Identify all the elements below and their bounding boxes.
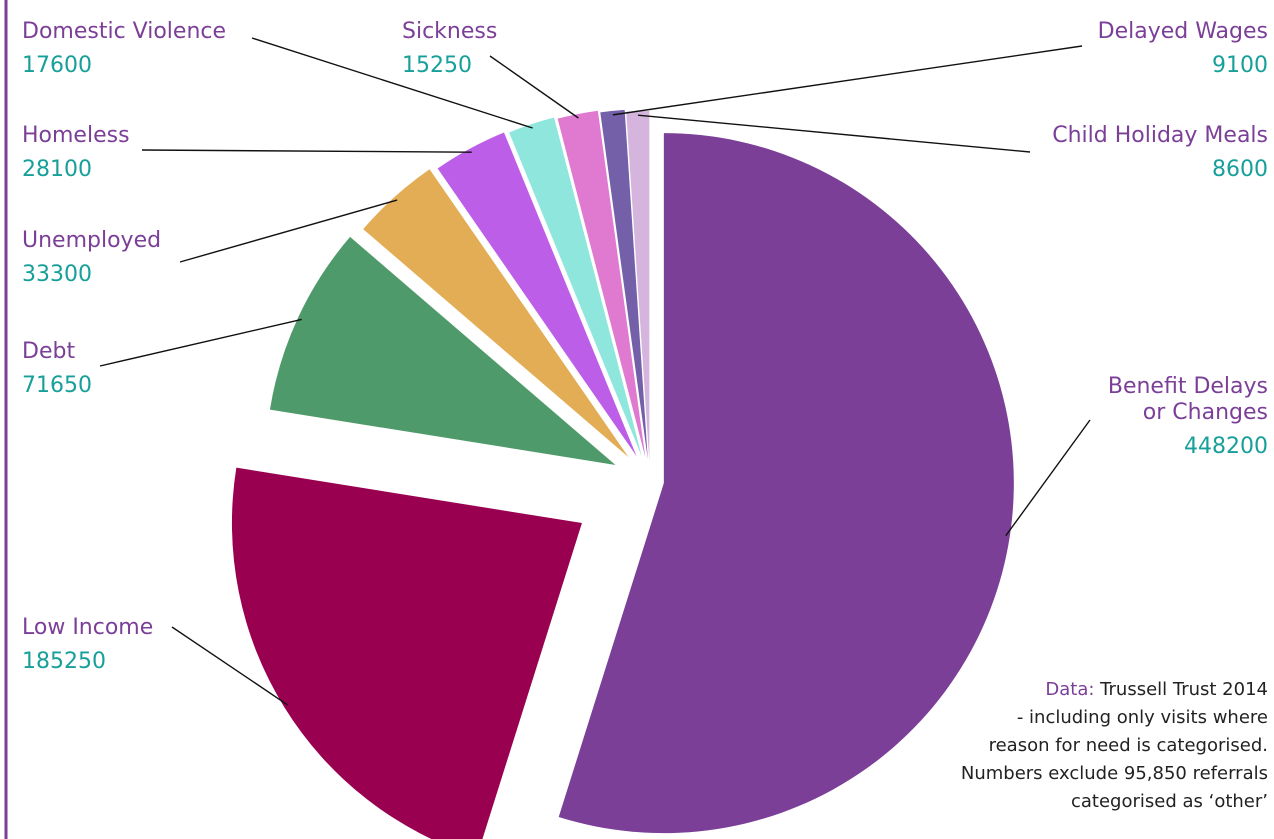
pie-slices [232, 109, 1014, 839]
slice-value: 15250 [402, 53, 472, 78]
source-note-line: Data: Trussell Trust 2014 [1045, 679, 1268, 700]
leader-line [141, 149, 472, 153]
slice-label: Delayed Wages [1098, 19, 1268, 44]
leader-line [171, 626, 288, 706]
slice-label: Low Income [22, 615, 153, 640]
leader-line [637, 114, 1031, 153]
slice-label: Debt [22, 339, 75, 364]
slice-label: Child Holiday Meals [1052, 123, 1268, 148]
pie-slice-child-holiday-meals [626, 111, 650, 462]
slice-label: Unemployed [22, 228, 161, 253]
pie-slice-low-income [232, 467, 582, 839]
source-note-line: Numbers exclude 95,850 referrals [961, 763, 1268, 784]
slice-value: 448200 [1184, 434, 1268, 459]
pie-slice-delayed-wages [600, 109, 648, 460]
leader-lines [99, 37, 1091, 706]
source-note-line: - including only visits where [1017, 707, 1268, 728]
source-note: Data: Trussell Trust 2014 - including onl… [961, 679, 1268, 812]
pie-slice-homeless [437, 132, 637, 457]
pie-slice-debt [269, 236, 616, 466]
leader-line [612, 45, 1083, 116]
pie-slice-sickness [557, 110, 646, 458]
leader-line [489, 55, 579, 119]
slice-label: Benefit Delays [1108, 374, 1268, 399]
leader-line [251, 37, 533, 129]
slice-value: 28100 [22, 157, 92, 182]
slice-label: Homeless [22, 123, 130, 148]
slice-value: 33300 [22, 262, 92, 287]
source-note-line: categorised as ‘other’ [1071, 791, 1268, 812]
pie-slice-unemployed [363, 169, 629, 458]
slice-value: 185250 [22, 649, 106, 674]
slice-value: 9100 [1212, 53, 1268, 78]
source-note-text: Trussell Trust 2014 [1099, 679, 1268, 700]
leader-line [1005, 419, 1091, 537]
slice-value: 17600 [22, 53, 92, 78]
slice-label: Domestic Violence [22, 19, 226, 44]
pie-slice-benefit-delays-or-changes [558, 133, 1014, 834]
leader-line [179, 199, 398, 263]
slice-value: 8600 [1212, 157, 1268, 182]
source-note-key: Data: [1045, 679, 1100, 700]
slice-label: Sickness [402, 19, 497, 44]
source-note-line: reason for need is categorised. [989, 735, 1268, 756]
pie-slice-domestic-violence [509, 117, 642, 457]
slice-label: or Changes [1143, 400, 1268, 425]
slice-value: 71650 [22, 373, 92, 398]
leader-line [99, 318, 302, 367]
